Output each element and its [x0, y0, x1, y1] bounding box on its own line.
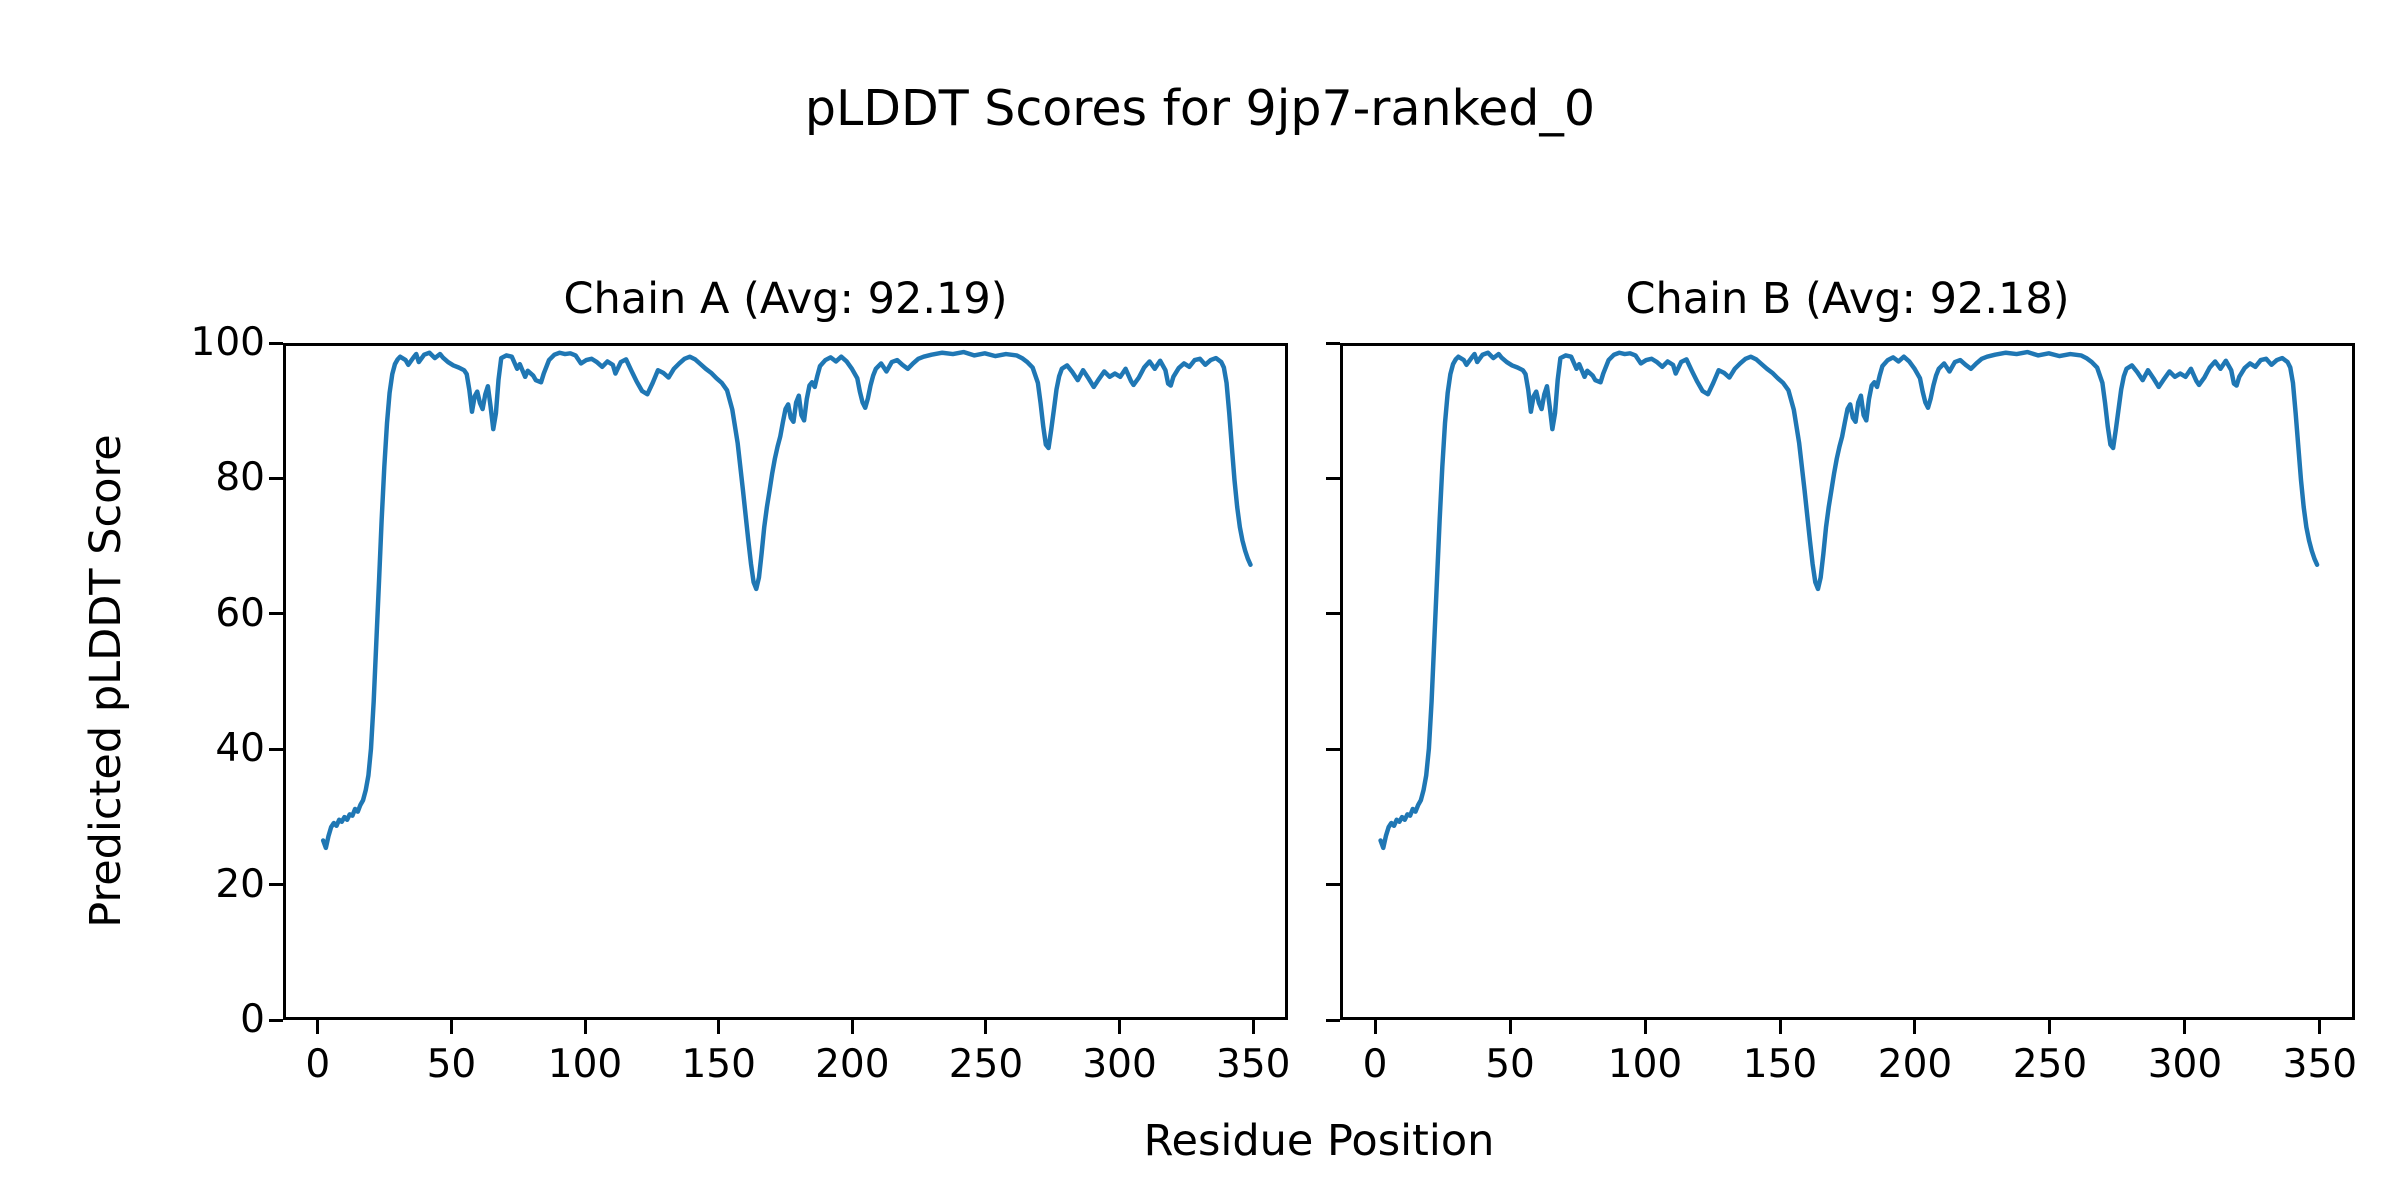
x-tick — [984, 1020, 988, 1034]
x-tick-label: 250 — [948, 1042, 1024, 1087]
x-tick — [1508, 1020, 1512, 1034]
x-tick-label: 0 — [305, 1042, 331, 1087]
y-tick-label: 0 — [240, 997, 265, 1042]
y-tick — [269, 1018, 283, 1022]
y-tick-label: 40 — [215, 726, 265, 772]
y-tick — [269, 883, 283, 887]
y-tick — [1326, 476, 1340, 480]
x-tick-label: 100 — [547, 1042, 623, 1087]
x-tick-label: 150 — [1742, 1042, 1818, 1087]
x-tick-label: 50 — [1485, 1042, 1535, 1087]
x-tick-label: 0 — [1362, 1042, 1388, 1087]
x-axis-label: Residue Position — [1143, 1116, 1495, 1166]
x-tick — [1118, 1020, 1122, 1034]
y-tick-label: 60 — [215, 590, 265, 636]
x-tick-label: 350 — [2282, 1042, 2358, 1087]
y-tick — [269, 476, 283, 480]
y-tick — [1326, 341, 1340, 345]
y-tick-label: 80 — [215, 455, 265, 501]
y-tick — [1326, 747, 1340, 751]
x-tick-label: 150 — [681, 1042, 756, 1087]
x-tick — [449, 1020, 453, 1034]
x-tick — [583, 1020, 587, 1034]
y-tick — [1326, 1018, 1340, 1022]
chain-b-plot-title: Chain B (Avg: 92.18) — [1625, 274, 2070, 324]
chain-b-plot-area — [1340, 343, 2355, 1020]
y-tick — [269, 747, 283, 751]
x-tick-label: 200 — [815, 1042, 890, 1087]
x-tick-label: 50 — [426, 1042, 477, 1087]
plddt-line-chain-a — [320, 349, 1253, 851]
x-tick — [1913, 1020, 1917, 1034]
x-tick — [1643, 1020, 1647, 1034]
x-tick — [2183, 1020, 2187, 1034]
x-tick-label: 300 — [2147, 1042, 2223, 1087]
chain-a-plot-area — [283, 343, 1288, 1020]
y-tick-label: 100 — [190, 320, 265, 365]
x-tick — [2048, 1020, 2052, 1034]
x-tick-label: 100 — [1607, 1042, 1683, 1087]
y-tick-label: 20 — [215, 861, 265, 907]
chain-a-line-chart — [320, 349, 1253, 851]
chain-a-plot-title: Chain A (Avg: 92.19) — [563, 274, 1008, 324]
figure-title: pLDDT Scores for 9jp7-ranked_0 — [804, 80, 1596, 137]
x-tick — [717, 1020, 721, 1034]
x-tick — [2318, 1020, 2322, 1034]
x-tick — [1373, 1020, 1377, 1034]
x-tick-label: 200 — [1877, 1042, 1953, 1087]
x-tick-label: 350 — [1216, 1042, 1291, 1087]
y-tick — [269, 341, 283, 345]
x-tick-label: 300 — [1082, 1042, 1157, 1087]
plddt-line-chain-b — [1378, 349, 2320, 851]
x-tick — [1778, 1020, 1782, 1034]
y-tick — [269, 612, 283, 616]
y-tick — [1326, 612, 1340, 616]
x-tick-label: 250 — [2012, 1042, 2088, 1087]
y-axis-label: Predicted pLDDT Score — [81, 434, 131, 928]
x-tick — [1251, 1020, 1255, 1034]
x-tick — [316, 1020, 320, 1034]
y-tick — [1326, 883, 1340, 887]
chain-b-line-chart — [1378, 349, 2320, 851]
x-tick — [850, 1020, 854, 1034]
